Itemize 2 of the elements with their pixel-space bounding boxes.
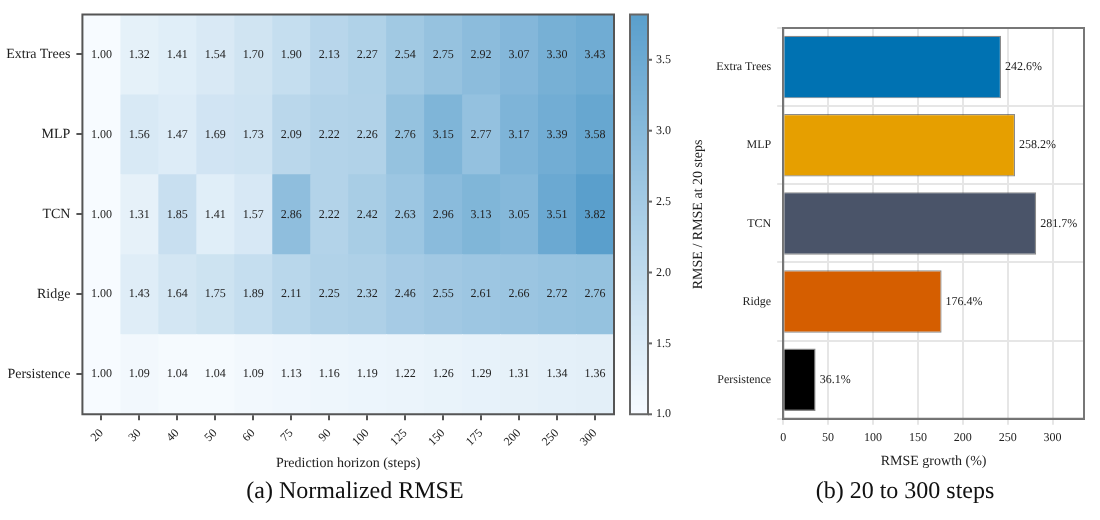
text: (b) 20 to 300 steps	[815, 476, 995, 506]
text: (a) Normalized RMSE	[246, 476, 464, 506]
